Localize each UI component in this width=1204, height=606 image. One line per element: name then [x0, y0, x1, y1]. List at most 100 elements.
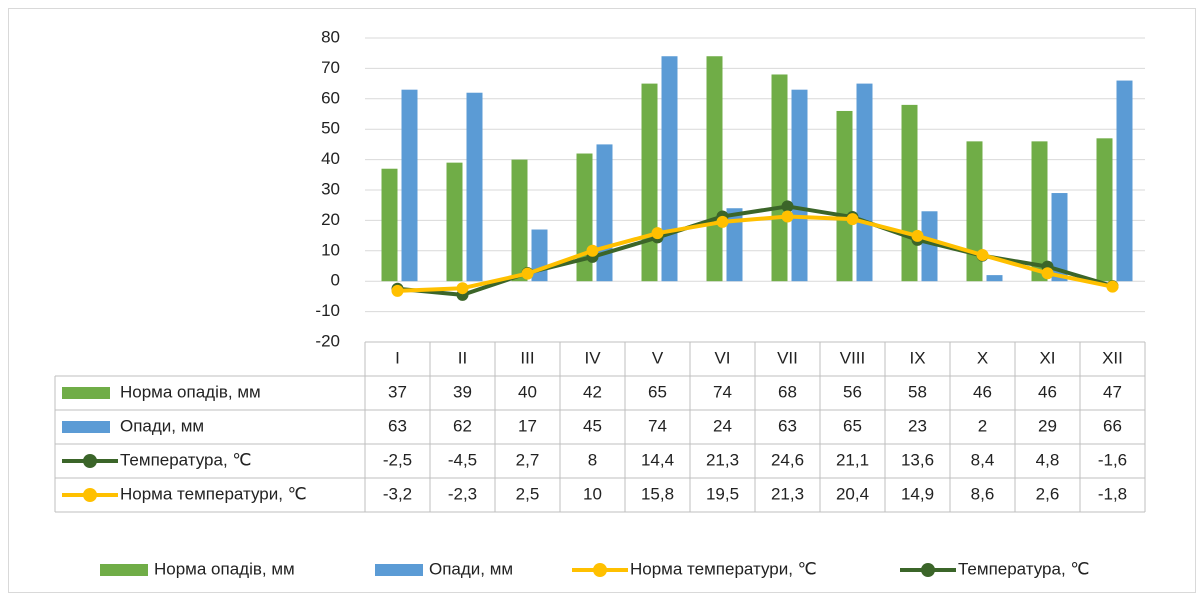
table-cell: 21,3	[706, 450, 739, 469]
table-cell: 21,1	[836, 450, 869, 469]
table-cell: 17	[518, 416, 537, 435]
bar	[1116, 80, 1133, 282]
marker	[716, 215, 729, 228]
legend-marker	[593, 563, 607, 577]
table-cell: 40	[518, 382, 537, 401]
y-tick-label: 40	[321, 149, 340, 168]
table-cell: 13,6	[901, 450, 934, 469]
table-cell: 2,5	[516, 484, 540, 503]
legend-marker	[921, 563, 935, 577]
table-cell: 8,4	[971, 450, 995, 469]
table-cell: 10	[583, 484, 602, 503]
bar	[921, 211, 938, 282]
bar	[856, 83, 873, 282]
legend-marker	[83, 454, 97, 468]
table-cell: 42	[583, 382, 602, 401]
table-cell: -2,3	[448, 484, 477, 503]
table-cell: -3,2	[383, 484, 412, 503]
table-cell: 2,6	[1036, 484, 1060, 503]
table-series-name: Норма температури, ℃	[120, 484, 307, 503]
marker	[911, 229, 924, 242]
table-cell: 56	[843, 382, 862, 401]
bar	[596, 144, 613, 282]
table-cell: 62	[453, 416, 472, 435]
legend-label: Норма температури, ℃	[630, 559, 817, 578]
bar	[1031, 141, 1048, 282]
marker	[586, 244, 599, 257]
bar	[836, 110, 853, 282]
x-tick-label: VIII	[840, 348, 866, 367]
table-cell: -1,6	[1098, 450, 1127, 469]
marker	[456, 282, 469, 295]
bar	[791, 89, 808, 282]
table-series-name: Норма опадів, мм	[120, 382, 261, 401]
table-cell: 20,4	[836, 484, 869, 503]
bar	[401, 89, 418, 282]
bar	[446, 162, 463, 282]
marker	[976, 249, 989, 262]
bar	[771, 74, 788, 282]
table-cell: 68	[778, 382, 797, 401]
line	[397, 214, 1113, 293]
table-cell: 2,7	[516, 450, 540, 469]
table-cell: 63	[388, 416, 407, 435]
table-cell: 24,6	[771, 450, 804, 469]
table-cell: -4,5	[448, 450, 477, 469]
y-tick-label: 0	[331, 271, 340, 290]
x-tick-label: VII	[777, 348, 798, 367]
bar	[901, 104, 918, 282]
x-tick-label: XI	[1039, 348, 1055, 367]
y-tick-label: -20	[315, 331, 340, 350]
table-cell: -1,8	[1098, 484, 1127, 503]
table-cell: 74	[648, 416, 667, 435]
marker	[781, 210, 794, 223]
y-tick-label: 80	[321, 27, 340, 46]
table-series-name: Температура, ℃	[120, 450, 252, 469]
table-cell: 74	[713, 382, 732, 401]
marker	[846, 213, 859, 226]
bar	[726, 208, 743, 282]
table-cell: 24	[713, 416, 732, 435]
table-cell: 14,9	[901, 484, 934, 503]
bar	[466, 92, 483, 282]
table-cell: 63	[778, 416, 797, 435]
y-tick-label: 10	[321, 240, 340, 259]
x-tick-label: V	[652, 348, 664, 367]
table-cell: 15,8	[641, 484, 674, 503]
bar	[641, 83, 658, 282]
y-tick-label: 60	[321, 88, 340, 107]
x-tick-label: X	[977, 348, 988, 367]
x-tick-label: II	[458, 348, 467, 367]
table-cell: 29	[1038, 416, 1057, 435]
bar	[1096, 138, 1113, 282]
y-tick-label: 20	[321, 210, 340, 229]
marker	[521, 267, 534, 280]
legend-marker	[83, 488, 97, 502]
y-tick-label: 70	[321, 58, 340, 77]
chart-border	[8, 8, 1196, 593]
table-cell: 58	[908, 382, 927, 401]
bar	[381, 168, 398, 282]
legend-swatch	[375, 564, 423, 576]
legend-label: Норма опадів, мм	[154, 559, 295, 578]
table-cell: 37	[388, 382, 407, 401]
legend-label: Температура, ℃	[958, 559, 1090, 578]
bar	[661, 56, 678, 282]
table-cell: 8,6	[971, 484, 995, 503]
bar	[966, 141, 983, 282]
table-cell: 65	[843, 416, 862, 435]
bar	[986, 275, 1003, 282]
table-cell: 19,5	[706, 484, 739, 503]
table-cell: 14,4	[641, 450, 674, 469]
table-cell: 4,8	[1036, 450, 1060, 469]
table-cell: 2	[978, 416, 987, 435]
x-tick-label: XII	[1102, 348, 1123, 367]
table-cell: 21,3	[771, 484, 804, 503]
table-cell: 46	[1038, 382, 1057, 401]
x-tick-label: I	[395, 348, 400, 367]
marker	[651, 227, 664, 240]
legend-label: Опади, мм	[429, 559, 513, 578]
table-cell: -2,5	[383, 450, 412, 469]
